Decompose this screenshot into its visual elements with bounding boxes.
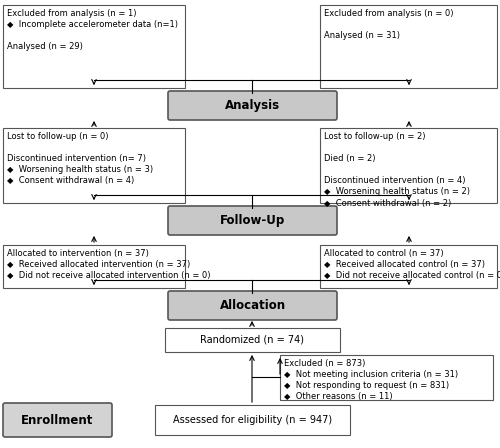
FancyBboxPatch shape [320, 128, 497, 203]
Text: Assessed for eligibility (n = 947): Assessed for eligibility (n = 947) [173, 415, 332, 425]
FancyBboxPatch shape [320, 245, 497, 288]
FancyBboxPatch shape [168, 91, 337, 120]
FancyBboxPatch shape [3, 403, 112, 437]
Text: Enrollment: Enrollment [22, 414, 94, 426]
FancyBboxPatch shape [320, 5, 497, 88]
FancyBboxPatch shape [165, 328, 340, 352]
Text: Allocated to control (n = 37)
◆  Received allocated control (n = 37)
◆  Did not : Allocated to control (n = 37) ◆ Received… [324, 249, 500, 280]
Text: Allocated to intervention (n = 37)
◆  Received allocated intervention (n = 37)
◆: Allocated to intervention (n = 37) ◆ Rec… [7, 249, 210, 280]
Text: Lost to follow-up (n = 0)

Discontinued intervention (n= 7)
◆  Worsening health : Lost to follow-up (n = 0) Discontinued i… [7, 132, 153, 185]
FancyBboxPatch shape [168, 291, 337, 320]
Text: Excluded (n = 873)
◆  Not meeting inclusion criteria (n = 31)
◆  Not responding : Excluded (n = 873) ◆ Not meeting inclusi… [284, 359, 458, 401]
FancyBboxPatch shape [168, 206, 337, 235]
Text: Excluded from analysis (n = 0)

Analysed (n = 31): Excluded from analysis (n = 0) Analysed … [324, 9, 454, 40]
FancyBboxPatch shape [155, 405, 350, 435]
FancyBboxPatch shape [3, 245, 185, 288]
Text: Allocation: Allocation [220, 299, 286, 312]
Text: Lost to follow-up (n = 2)

Died (n = 2)

Discontinued intervention (n = 4)
◆  Wo: Lost to follow-up (n = 2) Died (n = 2) D… [324, 132, 470, 207]
Text: Analysis: Analysis [225, 99, 280, 112]
FancyBboxPatch shape [3, 128, 185, 203]
FancyBboxPatch shape [3, 5, 185, 88]
FancyBboxPatch shape [280, 355, 493, 400]
Text: Follow-Up: Follow-Up [220, 214, 285, 227]
Text: Excluded from analysis (n = 1)
◆  Incomplete accelerometer data (n=1)

Analysed : Excluded from analysis (n = 1) ◆ Incompl… [7, 9, 178, 52]
Text: Randomized (n = 74): Randomized (n = 74) [200, 335, 304, 345]
